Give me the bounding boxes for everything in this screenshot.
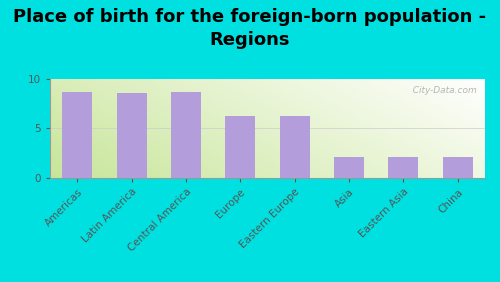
Text: Place of birth for the foreign-born population -
Regions: Place of birth for the foreign-born popu… xyxy=(14,8,486,49)
Text: City-Data.com: City-Data.com xyxy=(406,86,476,95)
Bar xyxy=(171,92,201,178)
Bar xyxy=(226,116,256,178)
Bar xyxy=(62,92,92,178)
Bar xyxy=(280,116,310,178)
Bar xyxy=(334,157,364,178)
Bar xyxy=(116,93,146,178)
Bar xyxy=(388,157,418,178)
Bar xyxy=(443,157,473,178)
